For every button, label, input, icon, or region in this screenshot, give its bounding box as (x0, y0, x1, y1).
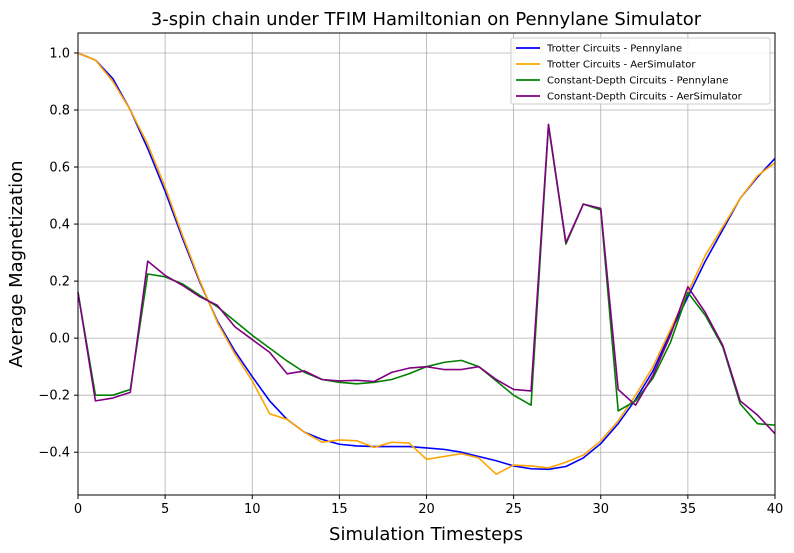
x-tick-label: 15 (331, 502, 348, 517)
x-axis-label: Simulation Timesteps (329, 524, 523, 545)
legend-label: Constant-Depth Circuits - Pennylane (547, 76, 728, 87)
legend-box (510, 37, 771, 105)
series-line-3 (77, 123, 776, 435)
y-tick-label: −0.4 (38, 446, 70, 461)
legend-label: Trotter Circuits - Pennylane (546, 44, 682, 55)
x-tick-label: 35 (680, 502, 697, 517)
y-axis-ticks: −0.4 −0.2 0.0 0.2 0.4 0.6 0.8 1.0 (38, 46, 78, 461)
y-tick-label: 0.6 (49, 161, 70, 176)
series-lines (77, 52, 776, 475)
y-tick-label: 1.0 (49, 46, 70, 61)
x-tick-label: 0 (74, 502, 82, 517)
y-tick-label: 0.0 (49, 332, 70, 347)
y-tick-label: 0.4 (49, 218, 70, 233)
y-axis-label: Average Magnetization (6, 160, 27, 367)
x-axis-ticks: 0 5 10 15 20 25 30 35 40 (74, 495, 783, 517)
series-line-1 (77, 52, 776, 475)
x-tick-label: 25 (505, 502, 522, 517)
x-tick-label: 5 (161, 502, 169, 517)
y-tick-label: −0.2 (38, 389, 70, 404)
x-tick-label: 40 (767, 502, 784, 517)
y-tick-label: 0.2 (49, 275, 70, 290)
x-tick-label: 30 (592, 502, 609, 517)
legend-label: Trotter Circuits - AerSimulator (546, 60, 696, 71)
x-tick-label: 20 (418, 502, 435, 517)
y-tick-label: 0.8 (49, 104, 70, 119)
legend-label: Constant-Depth Circuits - AerSimulator (547, 92, 743, 103)
chart-title: 3-spin chain under TFIM Hamiltonian on P… (151, 9, 702, 30)
x-tick-label: 10 (244, 502, 261, 517)
legend: Trotter Circuits - Pennylane Trotter Circ… (510, 37, 771, 105)
